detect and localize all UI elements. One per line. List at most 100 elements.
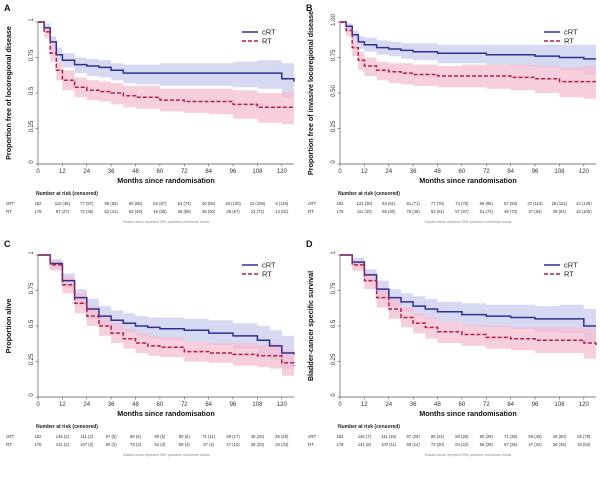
risk-cell: 110 (36) [55,201,71,206]
risk-cell: 107 (2) [80,442,94,447]
x-tick-label: 24 [83,169,90,175]
risk-cell: 60 (65) [129,201,143,206]
risk-cell: 81 (71) [407,201,421,206]
risk-row-n: 182 [337,201,345,206]
risk-cell: 28 (100) [225,201,241,206]
panel-c: C 0 12 24 36 48 60 72 84 96 108 120 0 0.25 0.5 0.75 1 Mon… [4,239,295,457]
legend-label-rt: RT [564,270,574,279]
confidence-band-crt [340,22,596,76]
shading-note: Shaded areas represent 95% pointwise con… [123,220,210,224]
risk-cell: 74 (78) [455,201,469,206]
x-tick-label: 24 [385,402,392,408]
risk-row-label: cRT [6,434,15,439]
x-axis-title: Months since randomisation [419,176,516,185]
x-tick-label: 48 [434,402,441,408]
risk-row-label: RT [308,442,314,447]
x-tick-label: 12 [59,402,66,408]
x-tick-label: 24 [385,169,392,175]
x-tick-label: 120 [579,169,590,175]
risk-cell: 94 (61) [382,201,396,206]
risk-cell: 80 (25) [455,434,469,439]
confidence-band-crt [38,255,294,372]
risk-cell: 58 (4) [179,442,191,447]
shading-note: Shaded areas represent 95% pointwise con… [123,453,210,457]
panel-letter: C [4,239,11,249]
risk-table-title: Number at risk (censored) [338,191,400,197]
x-tick-label: 36 [410,169,417,175]
risk-cell: 37 (84) [528,209,542,214]
risk-cell: 57 (93) [504,201,518,206]
x-tick-label: 108 [252,402,263,408]
series-line-crt [340,254,596,327]
risk-cell: 66 (85) [480,201,494,206]
y-tick-label: 0.75 [29,49,35,61]
risk-cell: 53 (49) [129,209,143,214]
x-tick-label: 0 [36,402,40,408]
panel-letter: B [306,3,313,13]
risk-cell: 47 (34) [528,442,542,447]
panel-d: D 0 12 24 36 48 60 72 84 96 108 120 0 0.25 0.5 0.75 1 Mon… [306,239,597,457]
risk-cell: 57 (26) [504,442,518,447]
risk-cell: 111 (16) [381,434,397,439]
x-tick-label: 36 [108,402,115,408]
y-axis-title: Bladder-cancer specific survival [306,271,315,381]
y-tick-label: 1 [29,18,35,22]
risk-cell: 73 (3) [130,442,142,447]
x-tick-label: 36 [108,169,115,175]
risk-cell: 97 (5) [106,434,118,439]
x-tick-label: 0 [338,402,342,408]
y-axis-title: Proportion free of invasive locoregional… [306,11,315,175]
y-tick-label: 0 [331,160,337,164]
x-tick-label: 96 [230,169,237,175]
legend-label-crt: cRT [262,28,276,37]
risk-cell: 36 (20) [251,442,265,447]
risk-cell: 97 (27) [56,209,70,214]
risk-cell: 13 (81) [275,209,289,214]
risk-cell: 38 (59) [178,209,192,214]
confidence-band-crt [38,22,294,101]
x-axis-title: Months since randomisation [419,409,516,418]
risk-cell: 54 (74) [178,201,192,206]
risk-cell: 77 (75) [431,201,445,206]
risk-cell: 45 (60) [553,434,567,439]
x-tick-label: 60 [157,169,164,175]
series-line-crt [340,21,596,60]
risk-row-label: cRT [308,434,317,439]
risk-cell: 97 (20) [407,434,421,439]
risk-cell: 49 (73) [504,209,518,214]
x-tick-label: 48 [434,169,441,175]
risk-cell: 25 (40) [275,434,289,439]
risk-cell: 28 (121) [552,201,568,206]
risk-cell: 15 (105) [576,209,592,214]
shading-note: Shaded areas represent 95% pointwise con… [425,453,512,457]
x-tick-label: 12 [59,169,66,175]
risk-cell: 64 (3) [154,442,166,447]
x-tick-label: 120 [579,402,590,408]
risk-cell: 64 (22) [455,442,469,447]
risk-cell: 18 (63) [577,442,591,447]
risk-cell: 13 (136) [576,201,592,206]
y-tick-label: 0.75 [29,282,35,294]
y-tick-label: 1.00 [331,14,337,26]
risk-row-n: 182 [337,434,345,439]
risk-cell: 88 (40) [382,209,396,214]
series-line-rt [38,254,295,366]
x-tick-label: 84 [205,402,212,408]
risk-cell: 77 (57) [80,201,94,206]
x-tick-label: 120 [277,402,288,408]
risk-cell: 37 (113) [527,201,543,206]
risk-row-n: 178 [337,209,345,214]
risk-cell: 71 (11) [202,434,216,439]
risk-cell: 145 (7) [358,434,372,439]
risk-cell: 73 (20) [431,442,445,447]
legend-label-rt: RT [564,37,574,46]
risk-cell: 28 (67) [226,209,240,214]
y-tick-label: 0 [331,393,337,397]
risk-cell: 141 (2) [56,442,70,447]
x-tick-label: 108 [554,402,565,408]
legend-label-crt: cRT [262,261,276,270]
x-tick-label: 72 [483,402,490,408]
risk-cell: 51 (72) [480,209,494,214]
y-tick-label: 0 [29,393,35,397]
